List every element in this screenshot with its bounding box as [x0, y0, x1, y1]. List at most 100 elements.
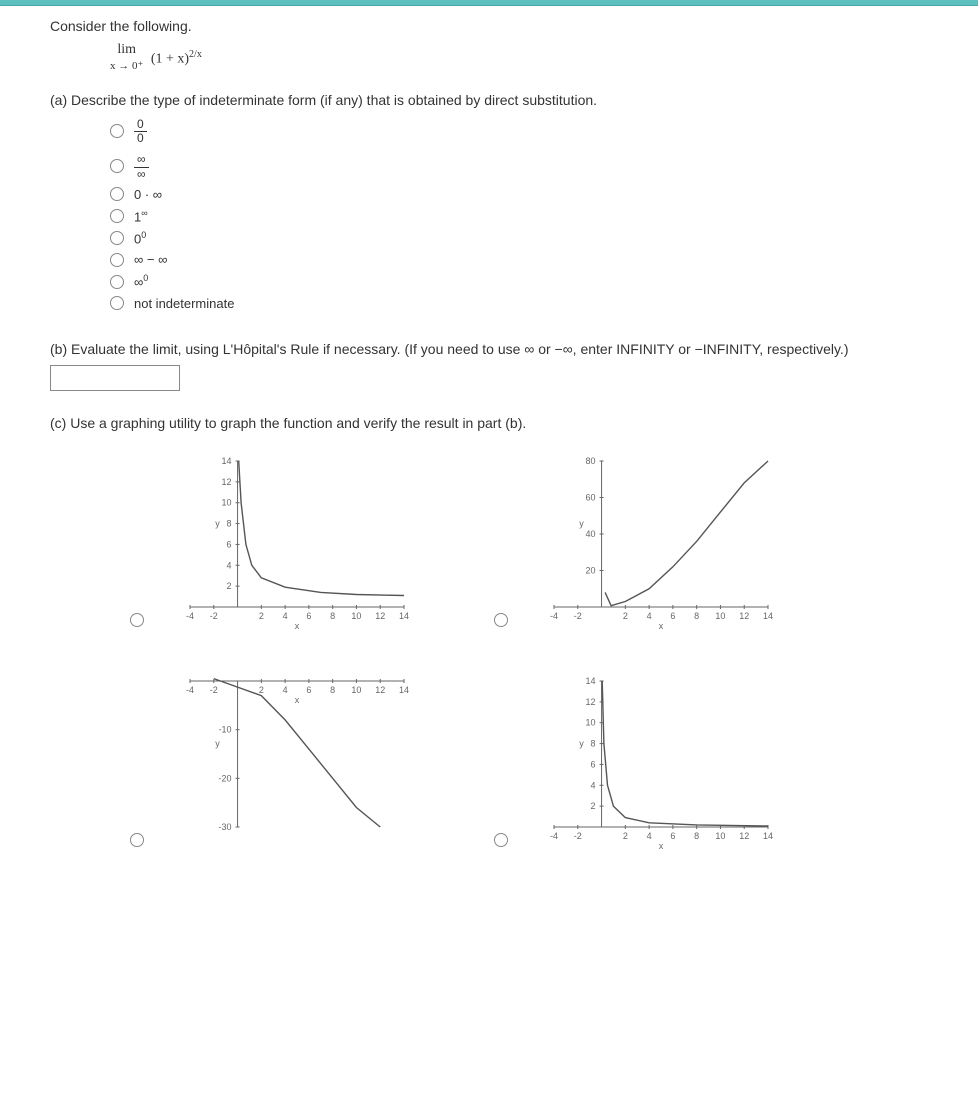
svg-text:2: 2: [623, 831, 628, 841]
svg-text:4: 4: [591, 780, 596, 790]
limit-expression: lim x → 0⁺ (1 + x)2/x: [110, 42, 928, 74]
svg-text:12: 12: [739, 831, 749, 841]
option-row[interactable]: 0 · ∞: [110, 187, 928, 202]
prompt-text: Consider the following.: [50, 18, 928, 34]
option-row[interactable]: not indeterminate: [110, 296, 928, 311]
svg-text:6: 6: [591, 759, 596, 769]
radio-button[interactable]: [494, 833, 508, 847]
svg-text:2: 2: [259, 611, 264, 621]
part-c: (c) Use a graphing utility to graph the …: [50, 415, 928, 851]
option-row[interactable]: 1∞: [110, 208, 928, 224]
svg-text:2: 2: [259, 685, 264, 695]
option-label: 0 · ∞: [134, 187, 162, 202]
svg-text:4: 4: [647, 611, 652, 621]
chart-c: -4-22468101214-10-20-30yx: [154, 671, 414, 851]
option-label: 00: [134, 116, 147, 145]
svg-text:-30: -30: [219, 822, 232, 832]
chart-option-chart-d[interactable]: -4-224681012142468101214yx: [494, 671, 778, 851]
option-label: ∞∞: [134, 151, 149, 180]
svg-text:10: 10: [222, 497, 232, 507]
question-content: Consider the following. lim x → 0⁺ (1 + …: [0, 6, 978, 911]
svg-text:14: 14: [763, 831, 773, 841]
part-c-label: (c) Use a graphing utility to graph the …: [50, 415, 928, 431]
svg-text:x: x: [659, 621, 664, 631]
chart-b: -4-2246810121420406080yx: [518, 451, 778, 631]
svg-text:-4: -4: [550, 611, 558, 621]
svg-text:40: 40: [586, 529, 596, 539]
svg-text:12: 12: [375, 685, 385, 695]
part-b-label: (b) Evaluate the limit, using L'Hôpital'…: [50, 341, 928, 357]
radio-button[interactable]: [130, 613, 144, 627]
svg-text:12: 12: [586, 697, 596, 707]
chart-a: -4-224681012142468101214yx: [154, 451, 414, 631]
svg-text:6: 6: [670, 831, 675, 841]
option-row[interactable]: ∞∞: [110, 151, 928, 180]
option-label: ∞0: [134, 273, 148, 289]
radio-button[interactable]: [494, 613, 508, 627]
chart-option-chart-a[interactable]: -4-224681012142468101214yx: [130, 451, 414, 631]
part-a-label: (a) Describe the type of indeterminate f…: [50, 92, 928, 108]
svg-text:14: 14: [586, 676, 596, 686]
chart-option-chart-c[interactable]: -4-22468101214-10-20-30yx: [130, 671, 414, 851]
svg-text:2: 2: [591, 801, 596, 811]
option-row[interactable]: 00: [110, 116, 928, 145]
lim-word: lim: [117, 42, 136, 57]
svg-text:12: 12: [375, 611, 385, 621]
option-label: 00: [134, 230, 146, 246]
svg-text:4: 4: [647, 831, 652, 841]
chart-row: -4-224681012142468101214yx-4-22468101214…: [130, 451, 928, 631]
svg-text:8: 8: [591, 738, 596, 748]
radio-button[interactable]: [110, 159, 124, 173]
option-label: 1∞: [134, 208, 148, 224]
option-row[interactable]: ∞ − ∞: [110, 252, 928, 267]
svg-text:10: 10: [715, 611, 725, 621]
chart-row: -4-22468101214-10-20-30yx-4-224681012142…: [130, 671, 928, 851]
part-a: (a) Describe the type of indeterminate f…: [50, 92, 928, 311]
svg-text:-4: -4: [186, 611, 194, 621]
option-label: not indeterminate: [134, 296, 234, 311]
svg-text:6: 6: [306, 685, 311, 695]
option-row[interactable]: ∞0: [110, 273, 928, 289]
svg-text:x: x: [295, 621, 300, 631]
chart-b-svg: -4-2246810121420406080yx: [518, 451, 778, 631]
svg-text:-2: -2: [574, 831, 582, 841]
chart-option-chart-b[interactable]: -4-2246810121420406080yx: [494, 451, 778, 631]
radio-button[interactable]: [110, 275, 124, 289]
svg-text:6: 6: [670, 611, 675, 621]
svg-text:-20: -20: [219, 773, 232, 783]
svg-text:8: 8: [330, 685, 335, 695]
option-label: ∞ − ∞: [134, 252, 167, 267]
svg-text:10: 10: [351, 685, 361, 695]
svg-text:12: 12: [222, 477, 232, 487]
radio-button[interactable]: [110, 296, 124, 310]
svg-text:-2: -2: [210, 611, 218, 621]
svg-text:2: 2: [227, 581, 232, 591]
radio-button[interactable]: [110, 187, 124, 201]
radio-button[interactable]: [110, 124, 124, 138]
radio-button[interactable]: [110, 231, 124, 245]
svg-text:8: 8: [330, 611, 335, 621]
radio-button[interactable]: [130, 833, 144, 847]
svg-text:y: y: [579, 518, 584, 528]
svg-text:20: 20: [586, 565, 596, 575]
svg-text:10: 10: [586, 717, 596, 727]
part-a-options: 00 ∞∞ 0 · ∞ 1∞ 00 ∞ − ∞ ∞0 not indeterminate: [110, 116, 928, 311]
svg-text:14: 14: [763, 611, 773, 621]
svg-text:80: 80: [586, 456, 596, 466]
svg-text:4: 4: [283, 685, 288, 695]
chart-c-svg: -4-22468101214-10-20-30yx: [154, 671, 414, 851]
radio-button[interactable]: [110, 253, 124, 267]
option-row[interactable]: 00: [110, 230, 928, 246]
radio-button[interactable]: [110, 209, 124, 223]
svg-text:-2: -2: [574, 611, 582, 621]
svg-text:2: 2: [623, 611, 628, 621]
svg-text:14: 14: [222, 456, 232, 466]
svg-text:14: 14: [399, 685, 409, 695]
answer-input[interactable]: [50, 365, 180, 391]
svg-text:60: 60: [586, 492, 596, 502]
svg-text:6: 6: [227, 539, 232, 549]
svg-text:-4: -4: [186, 685, 194, 695]
lim-exponent: 2/x: [189, 49, 202, 60]
svg-text:4: 4: [283, 611, 288, 621]
svg-text:10: 10: [715, 831, 725, 841]
